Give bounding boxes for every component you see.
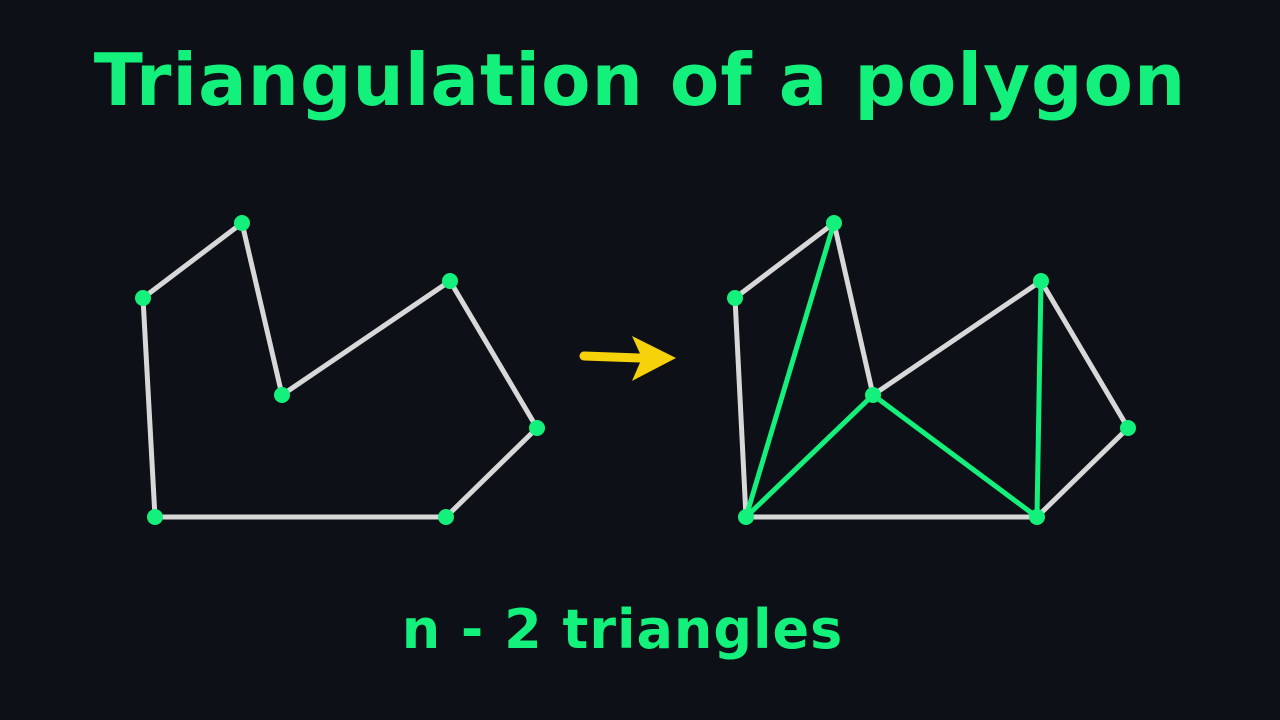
triangulation-diagonals [743, 220, 1044, 520]
vertex [529, 420, 545, 436]
vertex [826, 215, 842, 231]
triangulated-polygon-vertices [727, 215, 1136, 525]
vertex [234, 215, 250, 231]
triangle-count-caption: n - 2 triangles [401, 598, 844, 661]
original-polygon [135, 215, 545, 525]
vertex [1033, 273, 1049, 289]
arrow-shaft [579, 351, 645, 363]
vertex [865, 387, 881, 403]
vertex [1029, 509, 1045, 525]
diagonal [870, 392, 1040, 520]
vertex [438, 509, 454, 525]
vertex [1120, 420, 1136, 436]
original-polygon-outline [140, 220, 540, 520]
vertex [738, 509, 754, 525]
vertex [442, 273, 458, 289]
page-title: Triangulation of a polygon [93, 38, 1187, 122]
diagonal [743, 392, 876, 520]
triangulated-polygon-outline [732, 220, 1131, 520]
diagonal [743, 220, 837, 520]
arrow-right-icon [579, 336, 676, 381]
vertex [135, 290, 151, 306]
vertex [274, 387, 290, 403]
vertex [147, 509, 163, 525]
vertex [727, 290, 743, 306]
arrow-head [632, 336, 676, 381]
triangulated-polygon [727, 215, 1136, 525]
original-polygon-vertices [135, 215, 545, 525]
diagonal [1034, 278, 1044, 520]
